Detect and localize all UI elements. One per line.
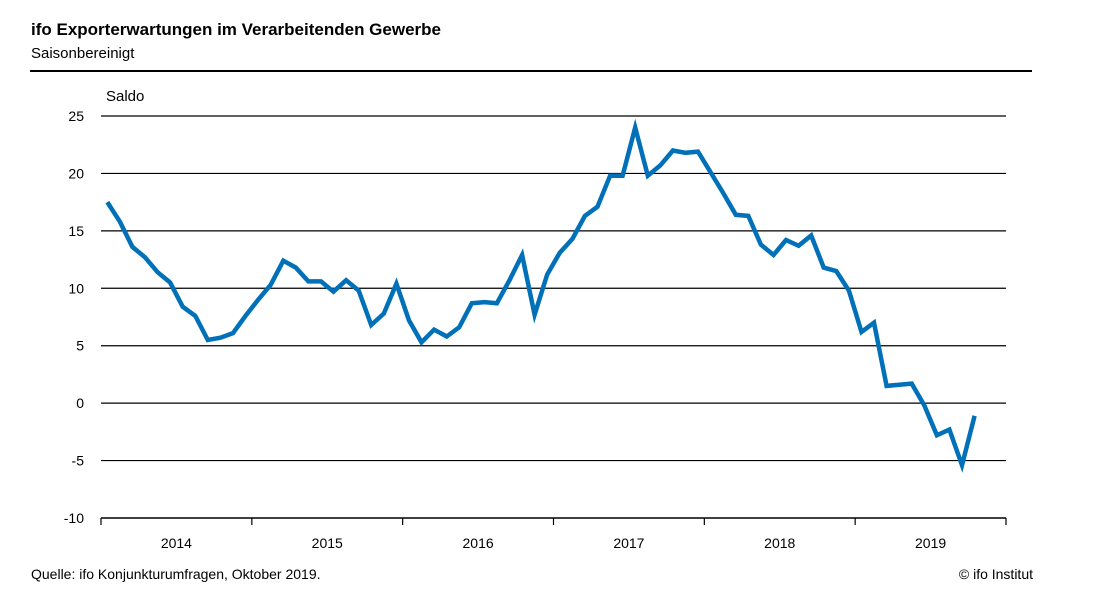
source-note: Quelle: ifo Konjunkturumfragen, Oktober … bbox=[31, 566, 321, 582]
y-tick-labels: 25 20 15 10 5 0 -5 -10 bbox=[64, 108, 84, 526]
y-tick-label: 10 bbox=[68, 280, 84, 296]
title-rule bbox=[30, 70, 1032, 72]
x-tick-label: 2018 bbox=[764, 535, 795, 551]
series-line bbox=[105, 118, 977, 473]
y-axis-label: Saldo bbox=[106, 88, 145, 105]
y-tick-label: 5 bbox=[76, 338, 84, 354]
x-tick-label: 2017 bbox=[613, 535, 644, 551]
y-tick-label: -10 bbox=[64, 510, 84, 526]
x-tick-label: 2016 bbox=[463, 535, 494, 551]
y-tick-label: 25 bbox=[68, 108, 84, 124]
series bbox=[105, 118, 977, 473]
y-tick-label: -5 bbox=[72, 453, 85, 469]
y-tick-label: 20 bbox=[68, 165, 84, 181]
copyright: © ifo Institut bbox=[958, 566, 1033, 582]
y-tick-label: 15 bbox=[68, 223, 84, 239]
x-tick-label: 2019 bbox=[915, 535, 946, 551]
gridlines bbox=[101, 115, 1006, 519]
y-tick-label: 0 bbox=[76, 395, 84, 411]
x-axis: 2014 2015 2016 2017 2018 2019 bbox=[100, 518, 1007, 551]
x-tick-label: 2015 bbox=[312, 535, 343, 551]
chart-subtitle: Saisonbereinigt bbox=[31, 45, 135, 62]
x-tick-label: 2014 bbox=[161, 535, 192, 551]
chart-title: ifo Exporterwartungen im Verarbeitenden … bbox=[31, 20, 441, 39]
